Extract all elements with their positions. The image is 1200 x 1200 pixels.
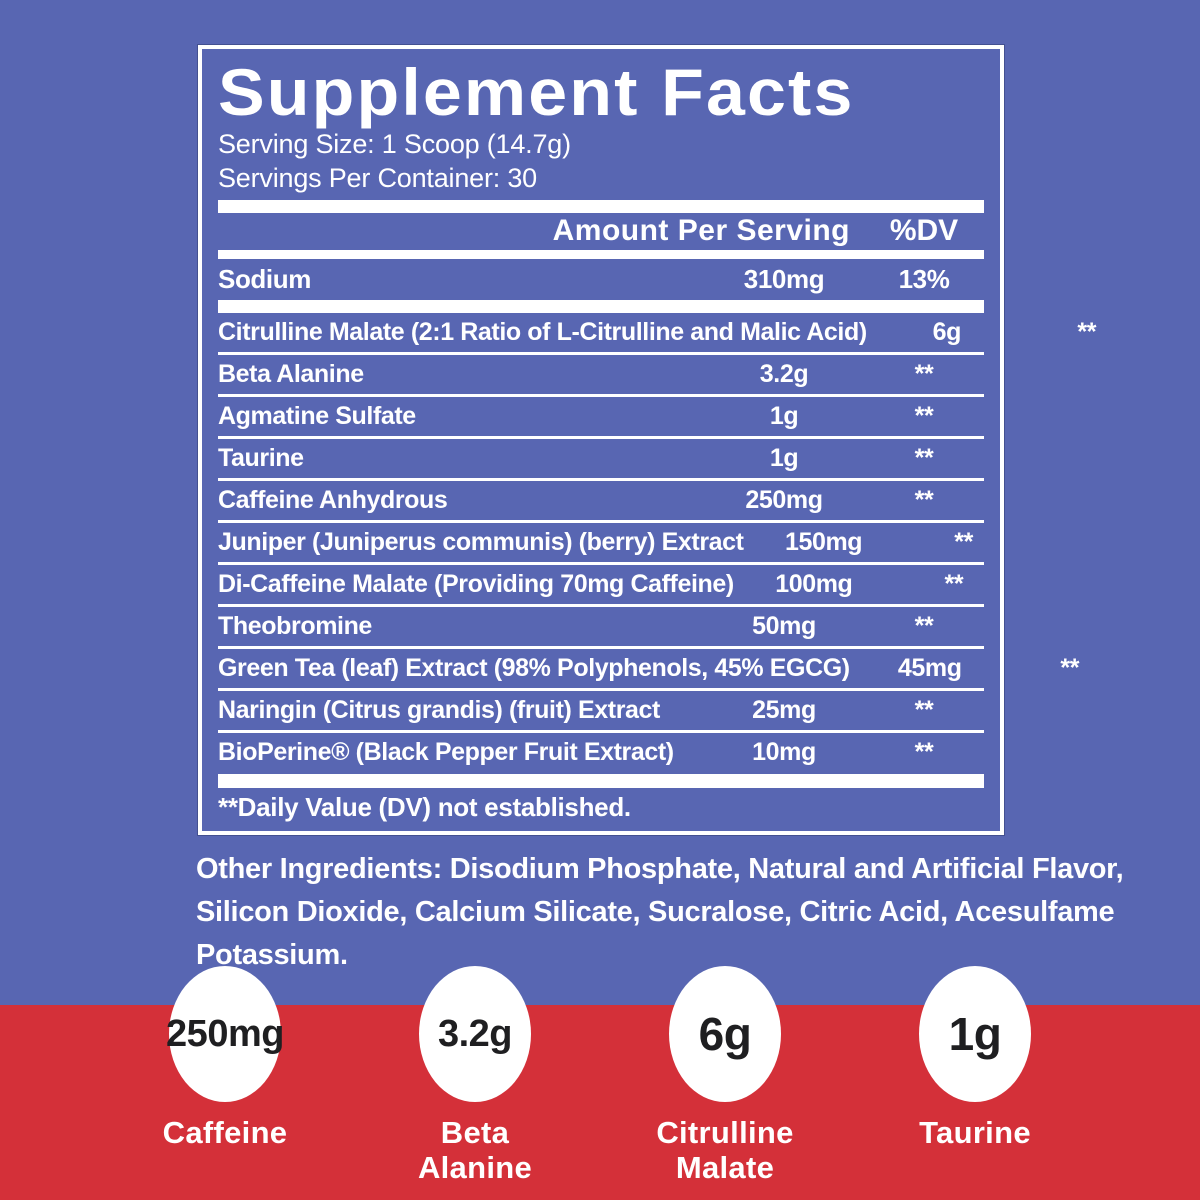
ingredient-name: Citrulline Malate (2:1 Ratio of L-Citrul…	[218, 317, 867, 346]
stat-label: Citrulline Malate	[656, 1115, 794, 1185]
table-row: Citrulline Malate (2:1 Ratio of L-Citrul…	[218, 313, 1096, 352]
stat-amount: 3.2g	[437, 1012, 513, 1055]
table-row: Di-Caffeine Malate (Providing 70mg Caffe…	[218, 561, 984, 604]
ingredient-amount: 3.2g	[759, 359, 809, 388]
other-ingredients-line1: Other Ingredients: Disodium Phosphate, N…	[196, 853, 1124, 885]
table-row: BioPerine® (Black Pepper Fruit Extract) …	[218, 729, 984, 772]
ingredient-amount: 100mg	[775, 569, 853, 598]
ingredient-dv: **	[1060, 653, 1080, 682]
stat-label: Beta Alanine	[417, 1115, 533, 1185]
ingredient-dv: **	[914, 485, 934, 514]
table-row: Taurine 1g **	[218, 435, 984, 478]
ingredient-dv: **	[914, 359, 934, 388]
ingredient-amount: 10mg	[752, 737, 816, 766]
ingredient-amount: 1g	[769, 443, 799, 472]
table-row: Green Tea (leaf) Extract (98% Polyphenol…	[218, 645, 1079, 688]
ingredient-name: Naringin (Citrus grandis) (fruit) Extrac…	[218, 695, 660, 724]
ingredient-name: Agmatine Sulfate	[218, 401, 416, 430]
ingredient-amount: 45mg	[897, 653, 962, 682]
stat-amount: 1g	[948, 1008, 1002, 1060]
ingredient-name: Beta Alanine	[218, 359, 364, 388]
stat-citrulline-malate: 6g Citrulline Malate	[605, 966, 845, 1185]
ingredient-dv: **	[914, 737, 934, 766]
panel-title: Supplement Facts	[218, 55, 855, 129]
stat-amount: 250mg	[166, 1012, 284, 1055]
ingredient-name: Caffeine Anhydrous	[218, 485, 448, 514]
table-row: Beta Alanine 3.2g **	[218, 351, 984, 394]
ingredient-dv: **	[1077, 317, 1097, 346]
ingredient-name: Theobromine	[218, 611, 372, 640]
other-ingredients-line2: Silicon Dioxide, Calcium Silicate, Sucra…	[196, 895, 1115, 971]
ingredient-name: Sodium	[218, 263, 311, 294]
divider-medium	[218, 249, 984, 259]
ingredient-dv: **	[944, 569, 964, 598]
ingredient-amount: 150mg	[784, 527, 863, 556]
highlight-stats: 250mg Caffeine 3.2g Beta Alanine 6g Citr…	[100, 966, 1100, 1185]
table-row-sodium: Sodium 310mg 13%	[218, 259, 984, 300]
table-row: Theobromine 50mg **	[218, 603, 984, 646]
supplement-facts-panel: Supplement Facts Serving Size: 1 Scoop (…	[198, 45, 1096, 835]
ingredient-amount: 310mg	[743, 263, 825, 294]
other-ingredients: Other Ingredients: Disodium Phosphate, N…	[196, 848, 1136, 977]
stat-caffeine: 250mg Caffeine	[105, 966, 345, 1185]
ingredient-amount: 25mg	[752, 695, 816, 724]
ingredient-name: Taurine	[218, 443, 304, 472]
stat-circle: 1g	[919, 966, 1031, 1102]
ingredient-dv: **	[914, 695, 934, 724]
servings-per-container: Servings Per Container: 30	[218, 162, 537, 193]
ingredient-dv: **	[914, 401, 934, 430]
stat-taurine: 1g Taurine	[855, 966, 1095, 1185]
stat-circle: 3.2g	[419, 966, 531, 1102]
ingredient-name: Di-Caffeine Malate (Providing 70mg Caffe…	[218, 569, 734, 598]
stat-label: Caffeine	[162, 1115, 288, 1150]
ingredient-dv: **	[914, 611, 934, 640]
header-amount-per-serving: Amount Per Serving	[552, 214, 850, 248]
stat-circle: 250mg	[166, 966, 284, 1102]
table-row: Agmatine Sulfate 1g **	[218, 393, 984, 436]
table-row: Juniper (Juniperus communis) (berry) Ext…	[218, 519, 984, 562]
header-dv: %DV	[889, 214, 959, 248]
ingredient-name: BioPerine® (Black Pepper Fruit Extract)	[218, 737, 674, 766]
stat-circle: 6g	[669, 966, 781, 1102]
divider-thick-bottom	[218, 773, 984, 788]
ingredient-name: Green Tea (leaf) Extract (98% Polyphenol…	[218, 653, 850, 682]
divider-thick-top	[218, 199, 984, 213]
stat-label: Taurine	[919, 1115, 1031, 1150]
serving-size: Serving Size: 1 Scoop (14.7g)	[218, 129, 571, 160]
table-header-row: Amount Per Serving %DV	[218, 213, 984, 250]
ingredient-amount: 6g	[932, 317, 962, 346]
ingredient-dv: 13%	[898, 263, 950, 294]
ingredient-dv: **	[954, 527, 973, 556]
divider-thick-mid	[218, 299, 984, 313]
table-row: Naringin (Citrus grandis) (fruit) Extrac…	[218, 687, 984, 730]
stat-amount: 6g	[698, 1008, 752, 1060]
ingredient-dv: **	[914, 443, 934, 472]
ingredient-amount: 1g	[769, 401, 799, 430]
ingredient-amount: 250mg	[745, 485, 823, 514]
stat-beta-alanine: 3.2g Beta Alanine	[355, 966, 595, 1185]
table-row: Caffeine Anhydrous 250mg **	[218, 477, 984, 520]
ingredient-name: Juniper (Juniperus communis) (berry) Ext…	[218, 527, 744, 556]
ingredient-table: Citrulline Malate (2:1 Ratio of L-Citrul…	[218, 313, 1096, 772]
dv-footnote: **Daily Value (DV) not established.	[218, 791, 631, 822]
ingredient-amount: 50mg	[752, 611, 816, 640]
